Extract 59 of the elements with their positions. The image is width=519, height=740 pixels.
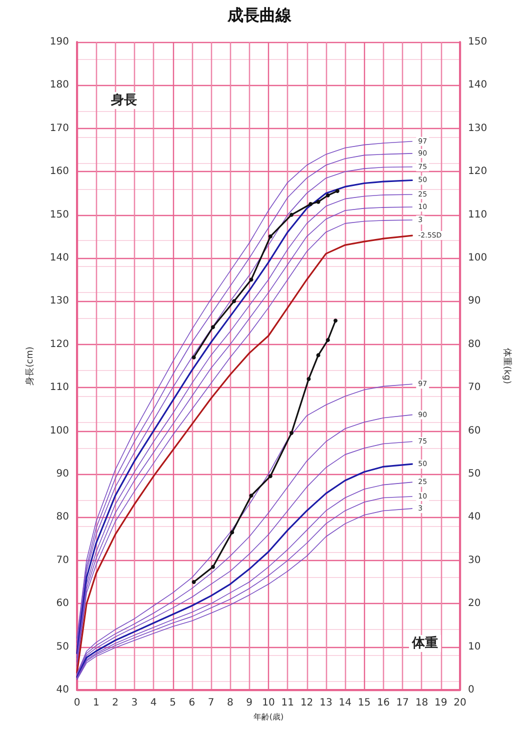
- x-tick-label: 5: [170, 698, 176, 708]
- y-tick-label: 60: [56, 598, 69, 610]
- y-axis-title: 身長(cm): [24, 346, 36, 386]
- y2-tick-label: 90: [468, 296, 481, 307]
- y-tick-label: 70: [56, 554, 69, 566]
- y2-tick-label: 30: [468, 554, 481, 566]
- x-tick-label: 8: [227, 698, 234, 708]
- y-tick-label: 160: [50, 166, 69, 178]
- x-tick-label: 20: [454, 698, 466, 708]
- y-tick-label: 180: [50, 80, 69, 91]
- y2-tick-label: 20: [468, 598, 481, 610]
- y2-tick-label: 50: [468, 468, 481, 480]
- x-tick-label: 1: [92, 698, 100, 708]
- x-tick-label: 19: [434, 698, 448, 708]
- x-tick-label: 18: [415, 698, 428, 708]
- y2-tick-label: 80: [468, 338, 481, 350]
- y-tick-label: 40: [56, 684, 69, 696]
- x-tick-label: 3: [131, 698, 138, 708]
- y-tick-label: 50: [56, 641, 69, 652]
- x-tick-label: 17: [396, 698, 409, 708]
- x-tick-label: 4: [150, 698, 157, 708]
- x-tick-label: 7: [208, 698, 214, 708]
- y-tick-label: 130: [50, 296, 69, 307]
- y-tick-label: 100: [50, 425, 69, 436]
- y-tick-label: 90: [56, 468, 69, 480]
- y-tick-label: 150: [50, 209, 69, 220]
- y-tick-label: 120: [50, 338, 69, 350]
- y2-tick-label: 10: [468, 641, 481, 652]
- x-tick-label: 16: [377, 698, 390, 708]
- x-tick-label: 9: [246, 698, 253, 708]
- annotation: 体重: [411, 635, 438, 651]
- x-tick-label: 6: [188, 698, 196, 708]
- x-tick-label: 13: [320, 698, 332, 708]
- x-tick-label: 12: [300, 698, 314, 708]
- y2-tick-label: 0: [468, 684, 474, 696]
- y-tick-label: 190: [50, 36, 69, 48]
- y2-tick-label: 110: [468, 209, 488, 220]
- x-axis-title: 年齢(歳): [253, 712, 284, 722]
- x-tick-label: 15: [358, 698, 371, 708]
- y2-tick-label: 140: [468, 80, 488, 91]
- x-tick-label: 10: [262, 698, 275, 708]
- y2-tick-label: 40: [468, 512, 481, 523]
- y2-tick-label: 100: [468, 252, 488, 264]
- y-tick-label: 140: [50, 252, 69, 264]
- y-tick-label: 80: [56, 512, 69, 523]
- annotation: 身長: [110, 93, 137, 108]
- y2-axis-title: 体重(kg): [502, 348, 512, 384]
- y2-tick-label: 150: [468, 36, 488, 48]
- x-tick-label: 2: [112, 698, 118, 708]
- y-tick-label: 170: [50, 122, 69, 134]
- x-tick-label: 0: [74, 698, 80, 708]
- chart-title: 成長曲線: [226, 6, 292, 24]
- y2-tick-label: 70: [468, 382, 481, 394]
- x-tick-label: 11: [281, 698, 294, 708]
- y2-tick-label: 130: [468, 122, 488, 134]
- x-tick-label: 14: [338, 698, 352, 708]
- y-tick-label: 110: [50, 382, 69, 394]
- y2-tick-label: 60: [468, 425, 481, 436]
- y2-tick-label: 120: [468, 166, 488, 178]
